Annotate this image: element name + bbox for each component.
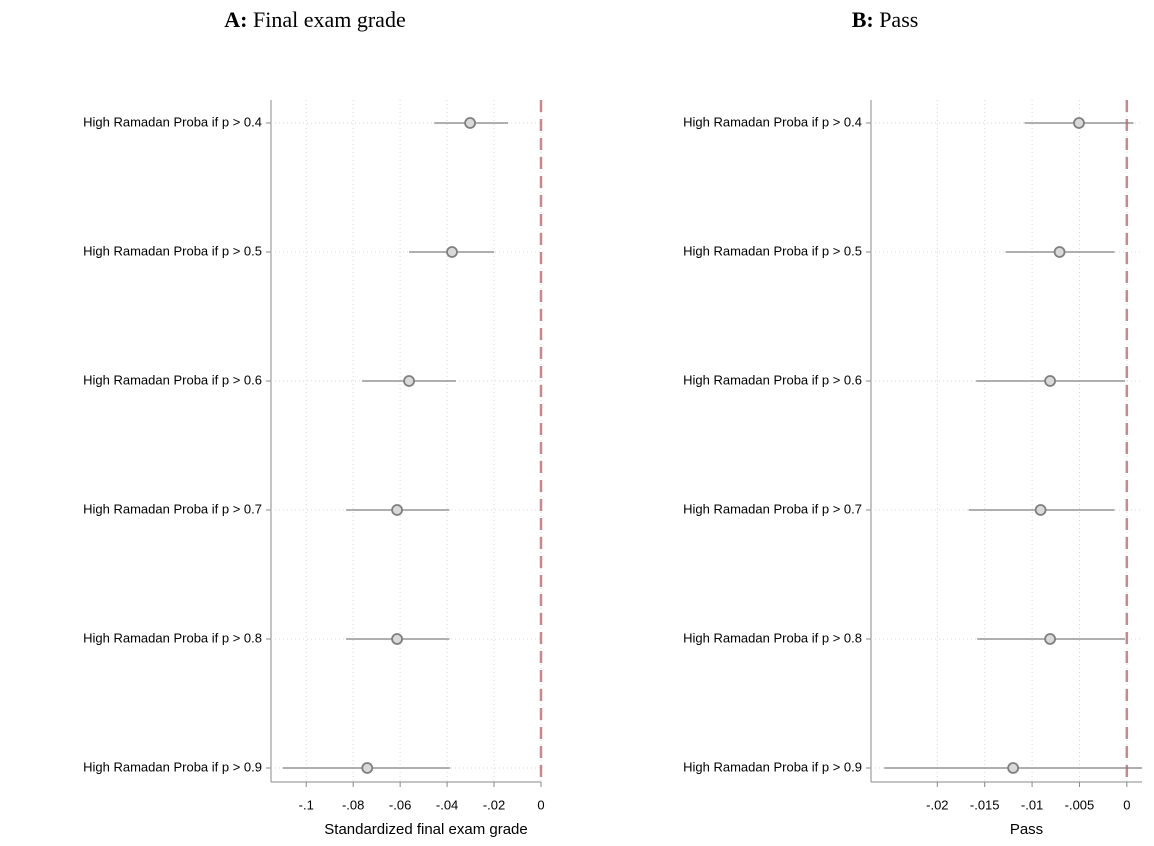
y-tick-label: High Ramadan Proba if p > 0.7 (83, 501, 262, 516)
x-tick-label: -.08 (342, 797, 364, 812)
x-tick-label: -.1 (299, 797, 314, 812)
point-estimate (1007, 762, 1020, 774)
y-tick-label: High Ramadan Proba if p > 0.8 (683, 630, 862, 645)
y-tick-label: High Ramadan Proba if p > 0.9 (683, 759, 862, 774)
y-tick-label: High Ramadan Proba if p > 0.9 (83, 759, 262, 774)
panel-title: A: Final exam grade (224, 7, 405, 32)
y-tick-label: High Ramadan Proba if p > 0.5 (683, 243, 862, 258)
y-tick-label: High Ramadan Proba if p > 0.7 (683, 501, 862, 516)
y-tick-label: High Ramadan Proba if p > 0.6 (83, 372, 262, 387)
x-tick-label: -.005 (1065, 797, 1095, 812)
y-tick-label: High Ramadan Proba if p > 0.4 (83, 114, 262, 129)
x-tick-label: -.02 (483, 797, 505, 812)
x-tick-label: -.01 (1021, 797, 1043, 812)
point-estimate (391, 504, 403, 516)
y-tick-label: High Ramadan Proba if p > 0.5 (83, 243, 262, 258)
x-axis-label: Pass (1010, 821, 1043, 838)
x-tick-label: -.015 (970, 797, 1000, 812)
x-tick-label: 0 (1123, 797, 1130, 812)
y-tick-label: High Ramadan Proba if p > 0.6 (683, 372, 862, 387)
panel-title: B: Pass (852, 7, 919, 32)
x-tick-label: -.02 (926, 797, 948, 812)
x-tick-label: -.04 (436, 797, 458, 812)
point-estimate (361, 762, 374, 774)
title: Pass (879, 7, 918, 32)
x-axis-label: Standardized final exam grade (324, 821, 527, 838)
point-estimate (403, 375, 415, 387)
panel-letter: B: (852, 7, 874, 32)
x-tick-label: -.06 (389, 797, 411, 812)
x-tick-label: 0 (537, 797, 544, 812)
y-tick-label: High Ramadan Proba if p > 0.8 (83, 630, 262, 645)
point-estimate (1044, 633, 1056, 645)
point-estimate (1073, 117, 1085, 129)
point-estimate (1044, 375, 1056, 387)
point-estimate (1053, 246, 1066, 258)
point-estimate (391, 633, 403, 645)
title: Final exam grade (253, 7, 406, 32)
point-estimate (446, 246, 458, 258)
point-estimate (464, 117, 476, 129)
point-estimate (1034, 504, 1047, 516)
panel-letter: A: (224, 7, 247, 32)
y-tick-label: High Ramadan Proba if p > 0.4 (683, 114, 862, 129)
